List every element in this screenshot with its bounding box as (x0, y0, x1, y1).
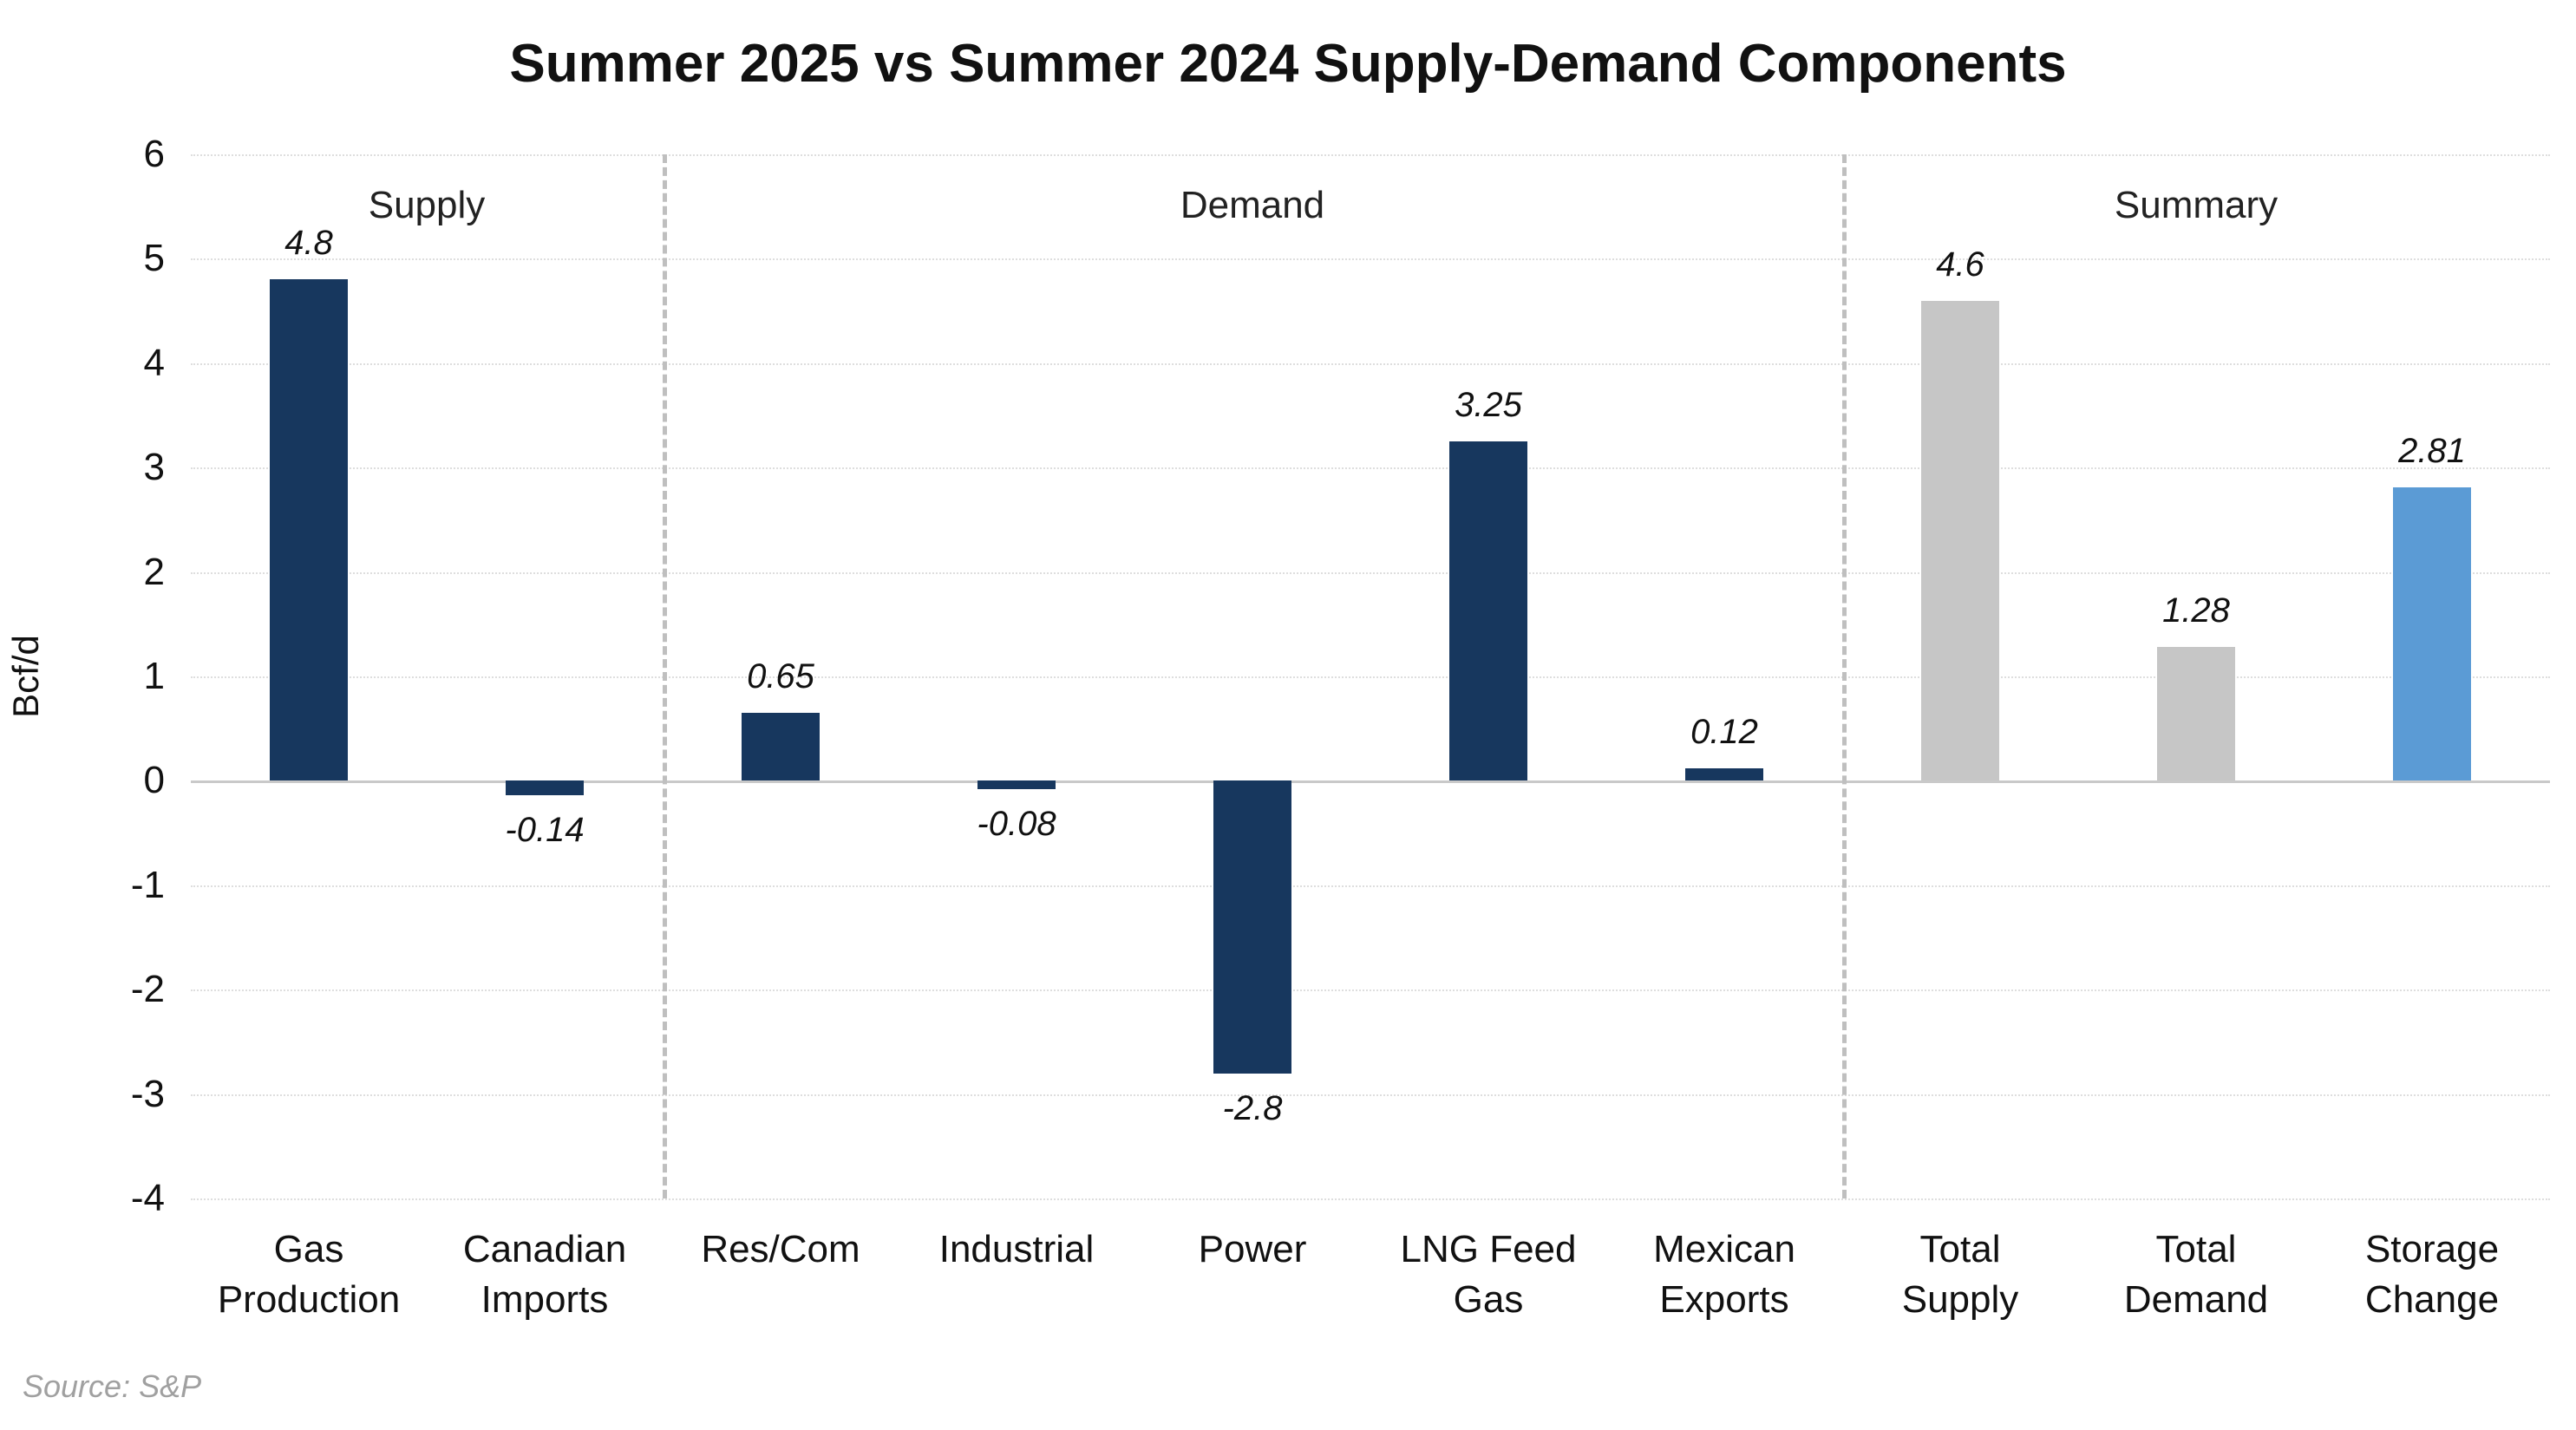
chart-title: Summer 2025 vs Summer 2024 Supply-Demand… (509, 34, 2067, 94)
gridline-y-3 (191, 467, 2550, 470)
x-tick-label-gas-production: Gas Production (217, 1228, 401, 1322)
y-tick-label-5: 5 (143, 237, 165, 280)
value-label-total-demand: 1.28 (2162, 591, 2230, 630)
zero-gridline (191, 780, 2550, 784)
y-tick-label--2: -2 (130, 968, 165, 1011)
value-label-gas-production: 4.8 (284, 224, 333, 263)
bar-total-demand (2157, 647, 2235, 781)
bar-power (1213, 780, 1291, 1074)
y-tick-label-3: 3 (143, 446, 165, 489)
gridline-y--2 (191, 989, 2550, 992)
x-tick-label-lng-feed-gas: LNG Feed Gas (1400, 1228, 1577, 1322)
y-tick-label-2: 2 (143, 550, 165, 593)
y-tick-label-0: 0 (143, 759, 165, 802)
value-label-power: -2.8 (1222, 1088, 1283, 1127)
x-tick-label-canadian-imports: Canadian Imports (462, 1228, 627, 1322)
gridline-y-4 (191, 362, 2550, 365)
section-separator (663, 154, 667, 1198)
y-tick-label--3: -3 (130, 1072, 165, 1115)
gridline-y-1 (191, 676, 2550, 678)
y-tick-label-4: 4 (143, 341, 165, 384)
bar-industrial (977, 780, 1056, 790)
y-tick-label--1: -1 (130, 863, 165, 906)
value-label-industrial: -0.08 (977, 805, 1056, 844)
section-label-summary: Summary (2114, 184, 2279, 226)
gridline-y-2 (191, 571, 2550, 574)
bar-total-supply (1921, 300, 1999, 781)
section-label-supply: Supply (368, 184, 486, 226)
gridline-y-5 (191, 258, 2550, 261)
x-tick-label-power: Power (1198, 1228, 1307, 1270)
x-tick-label-storage-change: Storage Change (2364, 1228, 2500, 1322)
gridline-y-6 (191, 154, 2550, 156)
value-label-total-supply: 4.6 (1936, 245, 1984, 284)
gridline-y--3 (191, 1094, 2550, 1096)
bar-lng-feed-gas (1449, 441, 1527, 781)
x-tick-label-total-supply: Total Supply (1901, 1228, 2019, 1322)
x-tick-label-res-com: Res/Com (701, 1228, 860, 1270)
x-tick-label-total-demand: Total Demand (2123, 1228, 2269, 1322)
source-note: Source: S&P (23, 1368, 202, 1404)
x-tick-label-mexican-exports: Mexican Exports (1653, 1228, 1795, 1322)
bar-mexican-exports (1685, 767, 1763, 781)
bar-gas-production (270, 279, 348, 781)
x-tick-label-industrial: Industrial (938, 1228, 1095, 1270)
gridline-y--4 (191, 1198, 2550, 1200)
y-tick-label--4: -4 (130, 1177, 165, 1219)
bar-res-com (742, 713, 820, 781)
section-separator (1842, 154, 1847, 1198)
bar-storage-change (2393, 487, 2471, 781)
value-label-lng-feed-gas: 3.25 (1455, 386, 1522, 425)
value-label-mexican-exports: 0.12 (1690, 712, 1758, 751)
plot-area (191, 154, 2550, 1200)
y-tick-label-1: 1 (143, 655, 165, 697)
gridline-y--1 (191, 885, 2550, 887)
value-label-res-com: 0.65 (747, 657, 814, 696)
section-label-demand: Demand (1180, 184, 1325, 226)
value-label-storage-change: 2.81 (2398, 432, 2466, 471)
y-tick-label-6: 6 (143, 133, 165, 175)
bar-canadian-imports (506, 780, 584, 796)
value-label-canadian-imports: -0.14 (505, 811, 585, 850)
